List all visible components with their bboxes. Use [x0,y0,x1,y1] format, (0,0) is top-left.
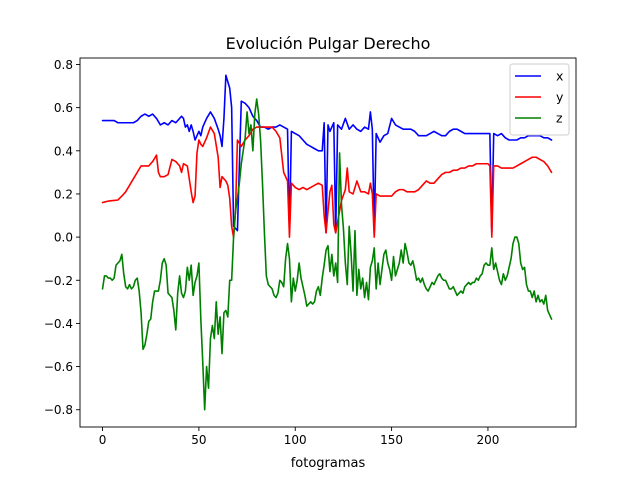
y-tick-label: −0.6 [44,360,73,374]
legend-label-x: x [556,69,563,84]
y-tick-label: −0.2 [44,274,73,288]
legend: xyz [509,63,570,136]
y-tick-label: −0.4 [44,317,73,331]
legend-label-y: y [556,90,564,105]
series-line-y [101,126,553,238]
plot-area-frame [79,57,577,428]
legend-label-z: z [556,111,563,126]
y-tick-label: 0.0 [54,231,73,245]
y-tick-label: 0.2 [54,187,73,201]
series-line-x [101,74,553,234]
x-tick-label: 150 [380,433,403,447]
y-tick-label: 0.4 [54,144,73,158]
y-tick-label: −0.8 [44,403,73,417]
x-tick-label: 50 [191,433,206,447]
y-tick-label: 0.8 [54,58,73,72]
chart-title: Evolución Pulgar Derecho [226,34,431,53]
y-tick-label: 0.6 [54,101,73,115]
x-tick-label: 100 [284,433,307,447]
x-tick-label: 0 [99,433,107,447]
series-layer [101,74,553,411]
x-tick-label: 200 [476,433,499,447]
x-axis-title: fotogramas [291,456,366,471]
axes-layer: 0 50 100 150 200 0.8 0.6 0.4 0.2 0.0 −0.2 −0.4 −0.6 −… [44,58,500,447]
series-line-z [101,98,553,411]
